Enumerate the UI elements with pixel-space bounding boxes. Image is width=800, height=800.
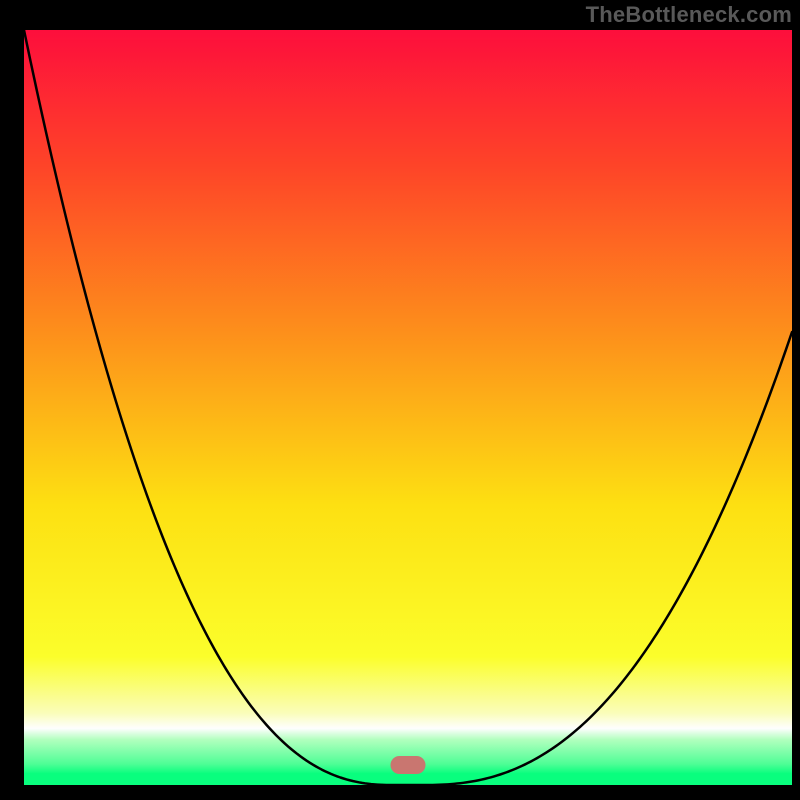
watermark-text: TheBottleneck.com — [586, 2, 792, 28]
bottleneck-plot — [24, 30, 792, 785]
chart-container: TheBottleneck.com — [0, 0, 800, 800]
curve-minimum-cap — [391, 756, 426, 774]
